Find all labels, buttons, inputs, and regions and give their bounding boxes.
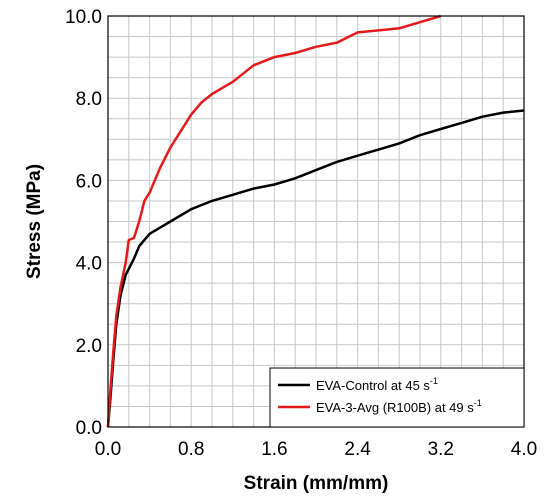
x-tick-label: 0.0 [95, 439, 121, 460]
y-tick-label: 4.0 [76, 254, 102, 275]
y-axis-title: Stress (MPa) [24, 164, 45, 279]
legend: EVA-Control at 45 s-1 EVA-3-Avg (R100B) a… [269, 367, 525, 428]
y-tick-label: 6.0 [76, 171, 102, 192]
series-line-1 [106, 109, 525, 428]
series-lines [106, 14, 525, 428]
x-tick-label: 4.0 [511, 439, 537, 460]
y-tick-label: 0.0 [76, 418, 102, 439]
x-tick-label: 1.6 [261, 439, 287, 460]
y-tick-label: 10.0 [65, 7, 102, 28]
y-tick-label: 2.0 [76, 336, 102, 357]
x-tick-label: 0.8 [178, 439, 204, 460]
x-tick-label: 3.2 [428, 439, 454, 460]
x-tick-label: 2.4 [344, 439, 371, 460]
series-line-2 [106, 14, 442, 428]
x-tick-labels: 0.0 0.8 1.6 2.4 3.2 4.0 [95, 439, 537, 460]
x-axis-title: Strain (mm/mm) [244, 473, 389, 494]
grid [108, 16, 524, 427]
y-tick-labels: 0.0 2.0 4.0 6.0 8.0 10.0 [65, 7, 102, 439]
legend-label-1: EVA-Control at 45 s-1 [316, 376, 438, 393]
y-tick-label: 8.0 [76, 89, 102, 110]
legend-box [269, 367, 525, 428]
legend-label-2: EVA-3-Avg (R100B) at 49 s-1 [316, 398, 482, 415]
